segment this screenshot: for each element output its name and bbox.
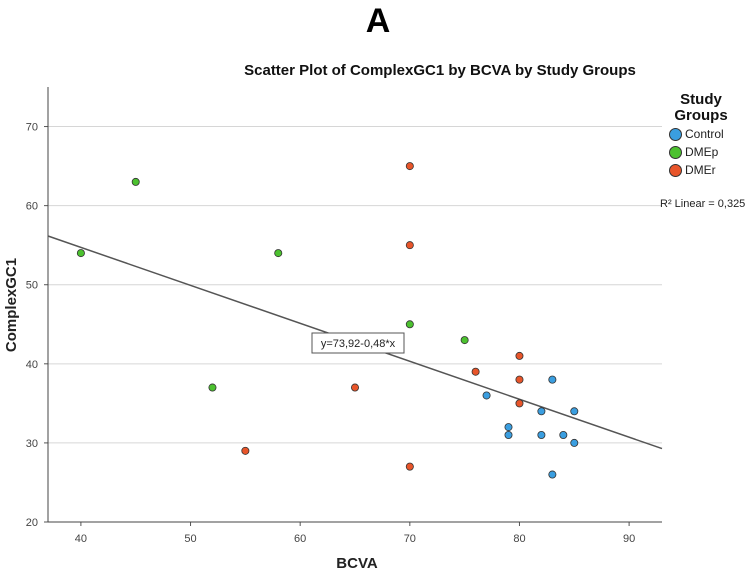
legend-swatch-control bbox=[669, 127, 682, 141]
point-control bbox=[570, 438, 579, 447]
point-dmer bbox=[405, 162, 414, 171]
y-tick-label: 20 bbox=[26, 517, 38, 529]
equation-label: y=73,92-0,48*x bbox=[321, 338, 396, 350]
r-squared-label: R² Linear = 0,325 bbox=[660, 198, 746, 210]
point-dmer bbox=[471, 367, 480, 376]
y-tick-label: 50 bbox=[26, 280, 38, 292]
legend-item-dmer: DMEr bbox=[663, 162, 753, 178]
point-dmep bbox=[208, 383, 217, 392]
point-dmer bbox=[515, 351, 524, 360]
point-control bbox=[504, 430, 513, 439]
y-tick-label: 30 bbox=[26, 438, 38, 450]
legend-swatch-dmer bbox=[669, 163, 682, 177]
equation-box bbox=[311, 332, 405, 354]
y-tick-label: 40 bbox=[26, 359, 38, 371]
point-dmer bbox=[350, 383, 359, 392]
point-control bbox=[482, 391, 491, 400]
legend-label-control: Control bbox=[685, 127, 724, 141]
x-tick-label: 40 bbox=[75, 533, 87, 545]
y-axis-label: ComplexGC1 bbox=[3, 258, 20, 352]
x-tick-label: 90 bbox=[623, 533, 635, 545]
panel-label: A bbox=[365, 2, 391, 40]
point-dmer bbox=[405, 462, 414, 471]
point-control bbox=[548, 375, 557, 384]
x-axis-label: BCVA bbox=[336, 555, 378, 572]
legend-swatch-dmep bbox=[669, 145, 682, 159]
x-tick-label: 50 bbox=[184, 533, 196, 545]
point-dmer bbox=[515, 399, 524, 408]
point-dmer bbox=[241, 446, 250, 455]
y-tick-label: 60 bbox=[26, 201, 38, 213]
point-dmer bbox=[405, 241, 414, 250]
fit-line-group: y=73,92-0,48*x bbox=[47, 235, 663, 450]
point-dmer bbox=[515, 375, 524, 384]
data-points bbox=[76, 162, 579, 479]
legend-item-dmep: DMEp bbox=[663, 144, 753, 160]
point-control bbox=[548, 470, 557, 479]
axis-labels: 20 30 40 50 60 70 40 50 60 70 80 90 BCVA ComplexGC1 bbox=[3, 122, 635, 572]
point-control bbox=[537, 430, 546, 439]
gridlines bbox=[48, 126, 662, 444]
x-tick-label: 70 bbox=[404, 533, 416, 545]
x-tick-label: 60 bbox=[294, 533, 306, 545]
axes bbox=[44, 87, 662, 526]
point-dmep bbox=[460, 336, 469, 345]
point-control bbox=[570, 407, 579, 416]
legend-title: Study Groups bbox=[674, 91, 728, 124]
legend-label-dmer: DMEr bbox=[685, 163, 716, 177]
point-dmep bbox=[76, 249, 85, 258]
point-dmep bbox=[131, 177, 140, 186]
legend: Study Groups Control DMEp DMEr bbox=[663, 92, 753, 178]
point-dmep bbox=[405, 320, 414, 329]
y-tick-label: 70 bbox=[26, 122, 38, 134]
legend-label-dmep: DMEp bbox=[685, 145, 719, 159]
legend-item-control: Control bbox=[663, 126, 753, 142]
point-control bbox=[559, 430, 568, 439]
chart-title: Scatter Plot of ComplexGC1 by BCVA by St… bbox=[244, 62, 636, 79]
point-control bbox=[537, 407, 546, 416]
point-dmep bbox=[274, 249, 283, 258]
point-control bbox=[504, 423, 513, 432]
x-tick-label: 80 bbox=[513, 533, 525, 545]
